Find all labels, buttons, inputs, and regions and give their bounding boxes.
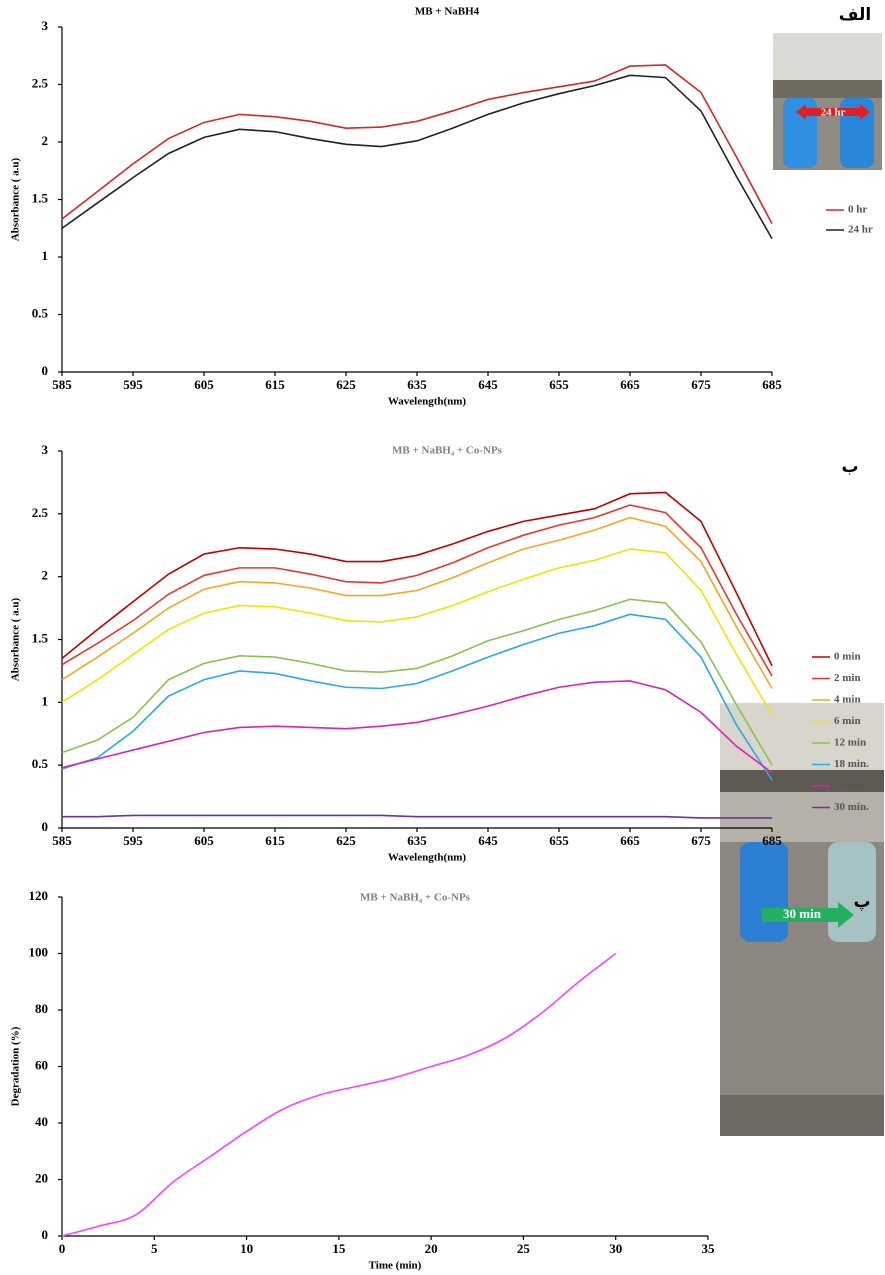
x-tick-label: 30 <box>609 1241 622 1256</box>
legend-label: 24 hr <box>848 224 873 236</box>
y-axis-label: Degradation (%) <box>10 1026 22 1106</box>
x-tick-label: 15 <box>332 1241 346 1256</box>
legend-label: 2 min <box>834 672 861 684</box>
y-tick-label: 120 <box>29 888 49 903</box>
data-line <box>61 74 773 239</box>
chart-title: MB + NaBH₄ + Co-NPs <box>392 445 503 457</box>
x-tick-label: 585 <box>52 377 72 392</box>
x-tick-label: 595 <box>123 833 143 848</box>
y-tick-label: 2 <box>42 568 49 583</box>
x-tick-label: 675 <box>691 377 711 392</box>
data-line <box>61 952 617 1237</box>
x-tick-label: 655 <box>549 377 569 392</box>
x-tick-label: 585 <box>52 833 72 848</box>
legend-label: 0 min <box>834 651 861 663</box>
y-tick-label: 2 <box>42 133 49 148</box>
x-tick-label: 675 <box>691 833 711 848</box>
x-tick-label: 645 <box>478 377 498 392</box>
x-tick-label: 665 <box>620 833 640 848</box>
legend-label: 6 min <box>834 715 861 727</box>
x-tick-label: 5 <box>151 1241 158 1256</box>
photo-label: 24 hr <box>821 107 846 119</box>
y-tick-label: 100 <box>29 944 49 959</box>
legend-label: 12 min <box>834 737 866 749</box>
y-tick-label: 80 <box>35 1001 48 1016</box>
x-tick-label: 685 <box>762 833 782 848</box>
x-tick-label: 645 <box>478 833 498 848</box>
y-tick-label: 1 <box>42 693 49 708</box>
y-tick-label: 3 <box>42 18 49 33</box>
y-tick-label: 1.5 <box>32 630 49 645</box>
data-line <box>61 64 773 225</box>
y-tick-label: 3 <box>42 442 49 457</box>
data-line <box>61 516 773 689</box>
x-tick-label: 625 <box>336 377 356 392</box>
panel-label: الف <box>839 5 871 25</box>
photo-label: 30 min <box>783 906 822 921</box>
x-tick-label: 0 <box>59 1241 66 1256</box>
photo-0-hr-24-hr: 24 hr <box>773 33 882 170</box>
x-tick-label: 25 <box>517 1241 531 1256</box>
y-axis-label: Absorbance ( a.u) <box>10 157 22 241</box>
data-line <box>61 680 773 774</box>
x-axis-label: Wavelength(nm) <box>388 396 467 408</box>
x-tick-label: 20 <box>425 1241 438 1256</box>
panel-label: ب <box>841 457 858 477</box>
y-tick-label: 1.5 <box>32 190 49 205</box>
legend-label: 18 min. <box>834 758 869 770</box>
x-axis-label: Wavelength(nm) <box>388 852 467 864</box>
y-tick-label: 0 <box>42 363 49 378</box>
y-tick-label: 40 <box>35 1114 48 1129</box>
x-tick-label: 605 <box>194 377 214 392</box>
x-tick-label: 615 <box>265 377 285 392</box>
y-tick-label: 60 <box>35 1057 48 1072</box>
x-axis-label: Time (min) <box>369 1260 422 1272</box>
y-tick-label: 2.5 <box>32 505 49 520</box>
data-line <box>61 613 773 781</box>
photo-30-min: 30 min <box>720 703 884 1136</box>
y-tick-label: 0 <box>42 819 49 834</box>
data-line <box>61 491 773 667</box>
x-tick-label: 655 <box>549 833 569 848</box>
x-tick-label: 635 <box>407 377 427 392</box>
legend-label: 4 min <box>834 694 861 706</box>
y-tick-label: 0 <box>42 1227 49 1242</box>
data-line <box>61 548 773 716</box>
y-tick-label: 0.5 <box>32 305 49 320</box>
x-tick-label: 615 <box>265 833 285 848</box>
y-tick-label: 2.5 <box>32 75 49 90</box>
y-tick-label: 20 <box>35 1170 48 1185</box>
chart-title: MB + NaBH₄ + Co-NPs <box>360 892 471 904</box>
data-line <box>62 814 772 819</box>
x-tick-label: 625 <box>336 833 356 848</box>
x-tick-label: 605 <box>194 833 214 848</box>
legend-label: 0 hr <box>848 204 867 216</box>
legend-label: 24 min. <box>834 780 869 792</box>
y-axis-label: Absorbance ( a.u) <box>10 597 22 681</box>
x-tick-label: 595 <box>123 377 143 392</box>
x-tick-label: 35 <box>702 1241 716 1256</box>
y-tick-label: 1 <box>42 248 49 263</box>
x-tick-label: 665 <box>620 377 640 392</box>
chart-title: MB + NaBH4 <box>415 6 480 18</box>
panel-label: پ <box>853 892 870 912</box>
x-tick-label: 10 <box>240 1241 253 1256</box>
legend-label: 30 min. <box>834 801 869 813</box>
x-tick-label: 685 <box>762 377 782 392</box>
x-tick-label: 635 <box>407 833 427 848</box>
y-tick-label: 0.5 <box>32 756 49 771</box>
data-line <box>61 598 773 766</box>
data-line <box>61 504 773 677</box>
